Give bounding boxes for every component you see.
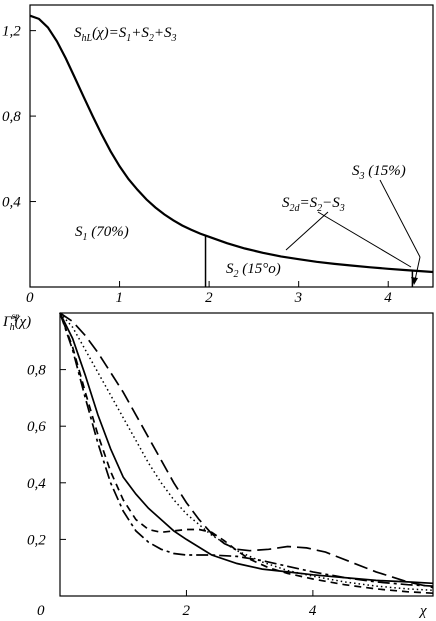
plot-frame-top xyxy=(29,4,434,288)
x-ticks-bottom: 0 2 4 xyxy=(37,590,317,619)
x-tick-label-bottom: 4 xyxy=(309,603,317,619)
y-tick-label-bottom: 0,4 xyxy=(27,476,46,492)
y-tick-label-bottom: 0,8 xyxy=(27,363,46,379)
y-ticks-top: 1,2 0,8 0,4 xyxy=(2,24,36,211)
s3-label: S3 (15%) xyxy=(352,163,406,182)
y-tick-label-top: 1,2 xyxy=(2,24,21,40)
series-top xyxy=(29,14,434,274)
x-tick-label-top: 2 xyxy=(205,290,213,306)
x-ticks-top: 0 1 2 3 4 xyxy=(26,281,392,306)
series-line-solid xyxy=(59,312,434,585)
s2d-leader-2 xyxy=(317,211,412,268)
s2d-label: S2d=S2−S3 xyxy=(282,195,345,214)
x-tick-label-top: 1 xyxy=(116,290,124,306)
plot-frame-bottom xyxy=(59,312,434,597)
series-line-short-dash xyxy=(59,312,434,595)
s3-leader xyxy=(379,179,421,258)
y-tick-label-bottom: 0,2 xyxy=(27,532,46,548)
x-tick-label-top: 4 xyxy=(384,290,392,306)
y-ticks-bottom: 0,8 0,6 0,4 0,2 xyxy=(27,363,66,548)
y-axis-label-bottom: Γ̃sp h(χ) xyxy=(2,311,31,333)
formula-label: ShL(χ)=S1+S2+S3 xyxy=(74,25,177,44)
chart-bottom: 0,8 0,6 0,4 0,2 0 2 4 Γ̃sp h(χ) χ xyxy=(2,311,434,619)
series-line-dash-dot xyxy=(59,312,434,587)
chart-top: 1,2 0,8 0,4 0 1 2 3 4 ShL(χ)=S1+S2+S3 S1 (70%)… xyxy=(2,4,434,306)
s2-label: S2 (15°o) xyxy=(226,261,281,280)
s3-pointer xyxy=(414,256,421,281)
x-tick-label-top: 3 xyxy=(294,290,303,306)
x-tick-label-bottom: 0 xyxy=(37,603,45,619)
series-line-top xyxy=(29,14,434,274)
series-bottom xyxy=(59,312,434,595)
series-line-long-dash xyxy=(59,312,434,589)
x-tick-label-top: 0 xyxy=(26,290,34,306)
x-axis-label-bottom: χ xyxy=(418,603,427,619)
y-tick-label-top: 0,8 xyxy=(2,109,21,125)
y-tick-label-top: 0,4 xyxy=(2,195,21,211)
s2d-leader-1 xyxy=(285,211,329,251)
s3-arrow xyxy=(411,277,418,285)
series-line-dotted xyxy=(59,312,434,592)
x-tick-label-bottom: 2 xyxy=(182,603,190,619)
y-tick-label-bottom: 0,6 xyxy=(27,419,46,435)
s1-label: S1 (70%) xyxy=(75,224,129,243)
